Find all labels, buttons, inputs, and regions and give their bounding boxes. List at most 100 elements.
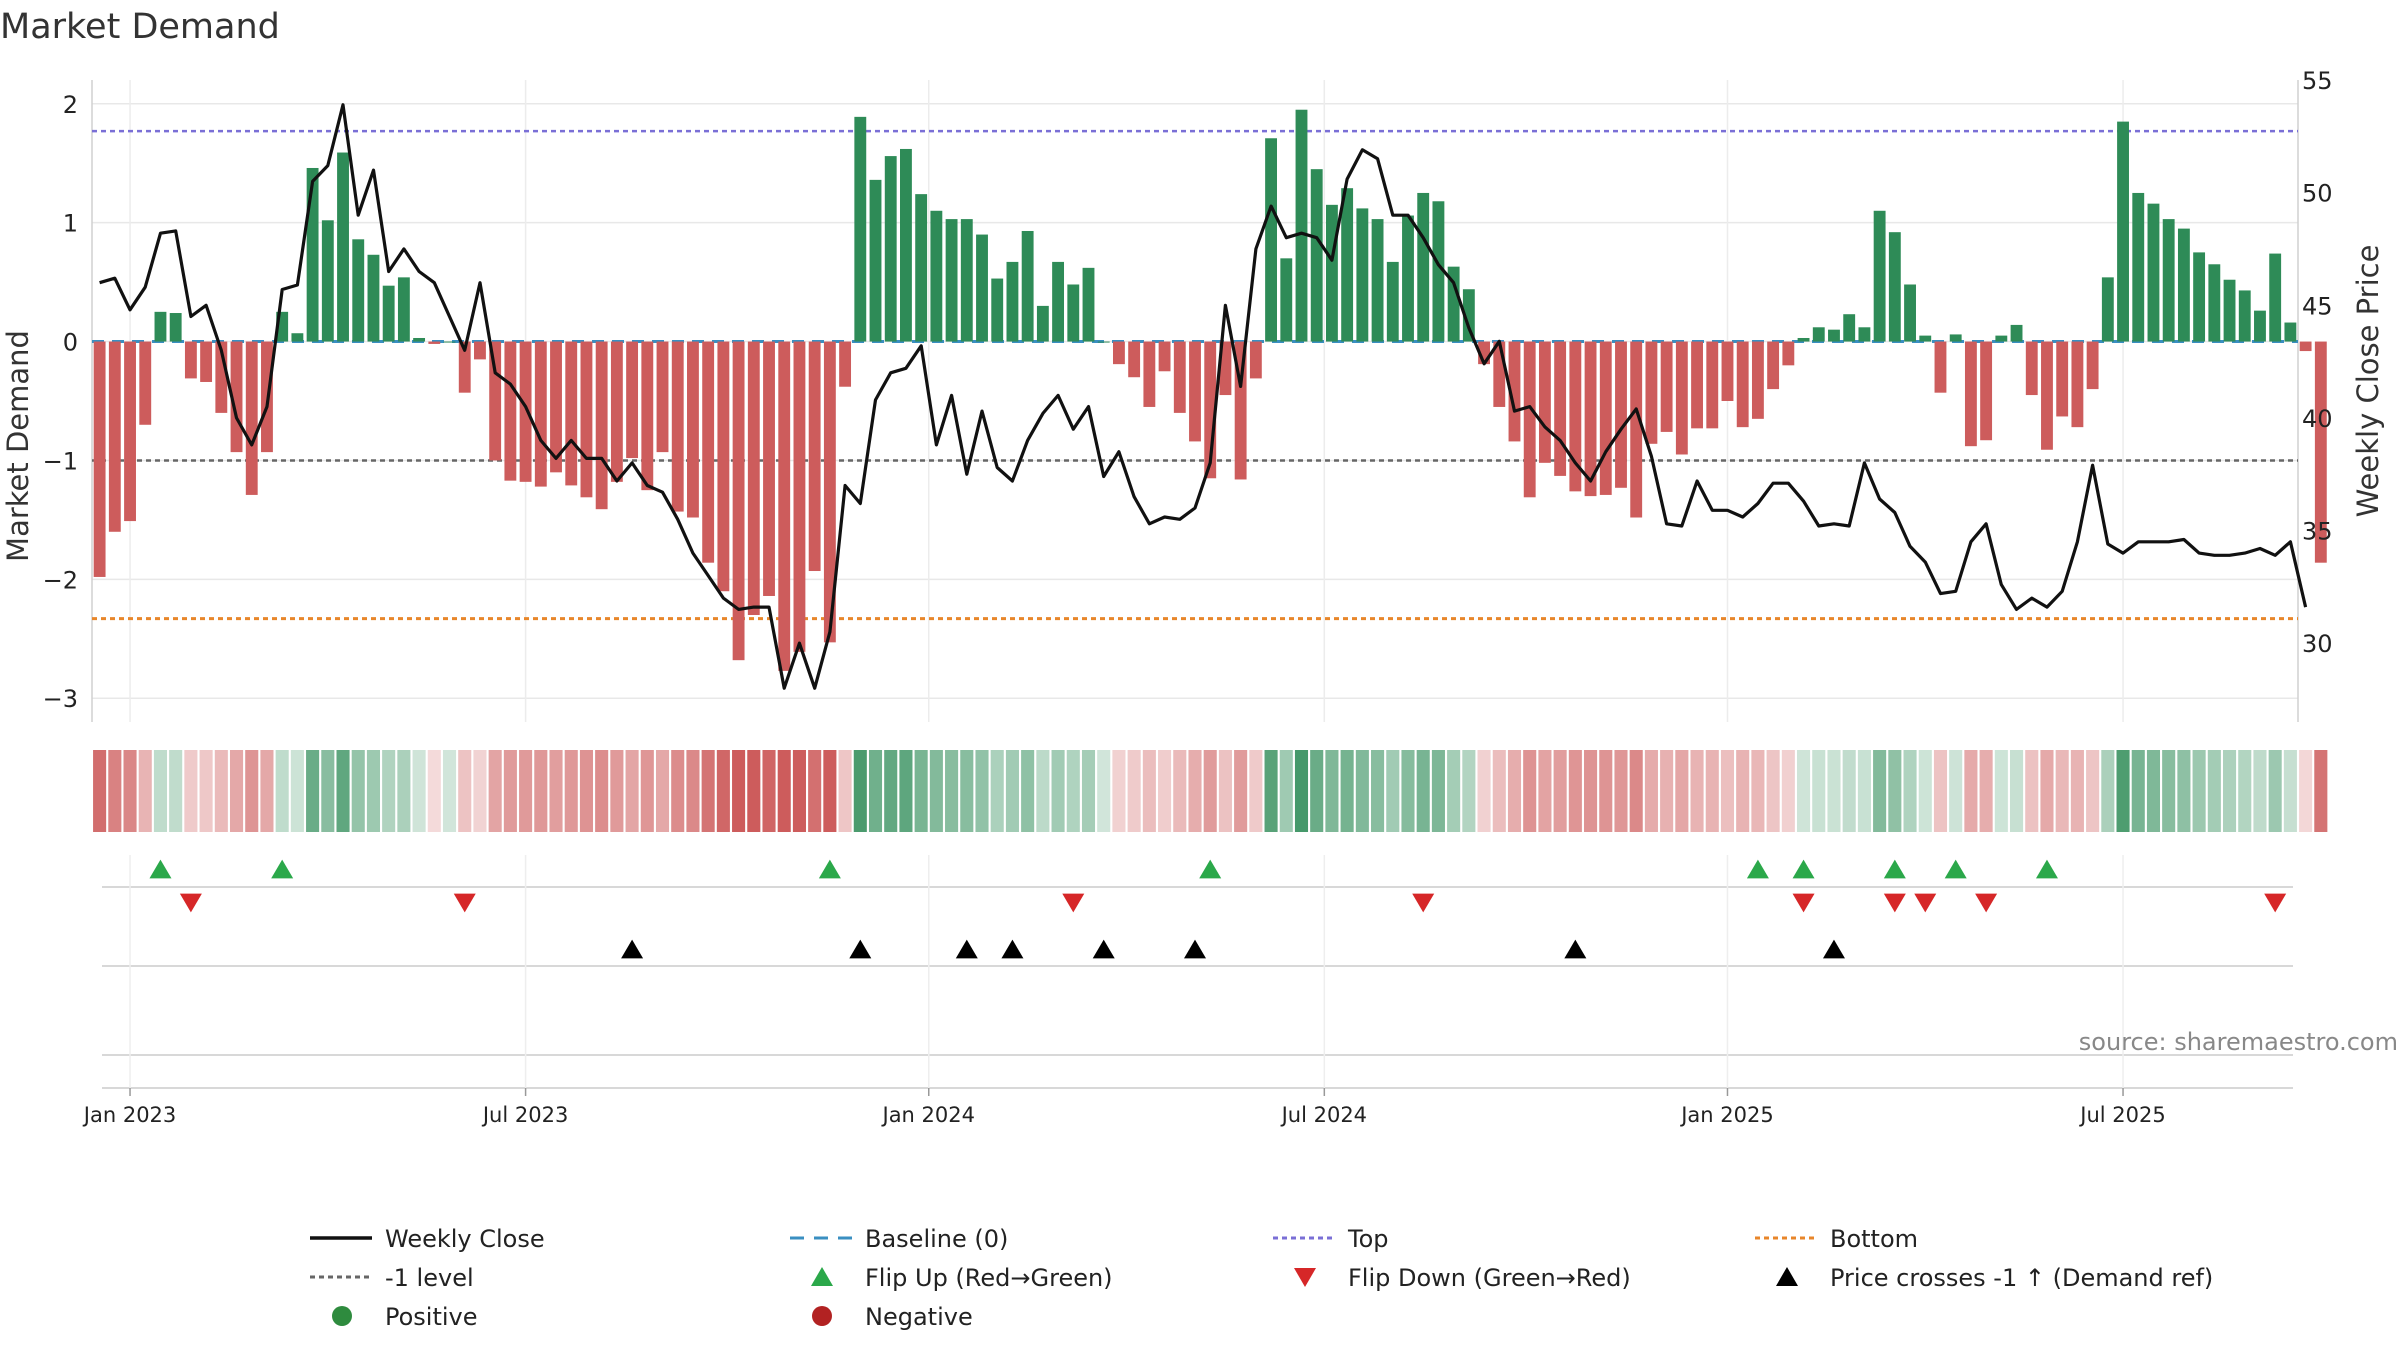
demand-bar xyxy=(1082,267,1095,342)
demand-bar xyxy=(1356,208,1369,342)
heat-cell xyxy=(412,750,426,832)
heat-cell xyxy=(1066,750,1080,832)
price-cross-marker xyxy=(1564,939,1587,959)
demand-bar xyxy=(1432,201,1445,342)
demand-bar xyxy=(2269,253,2282,342)
heat-cell xyxy=(2222,750,2237,832)
demand-bar xyxy=(245,341,258,495)
left-tick-label: −3 xyxy=(43,685,78,713)
heat-cell xyxy=(1097,750,1111,832)
demand-bar xyxy=(1904,284,1916,342)
heat-cell xyxy=(1994,750,2008,832)
heat-cell xyxy=(1873,750,1887,832)
heat-cell xyxy=(2131,750,2145,832)
demand-bar xyxy=(763,341,775,596)
heat-cell xyxy=(1553,750,1567,832)
demand-bar xyxy=(1934,341,1947,393)
weekly-close-polyline xyxy=(99,103,2308,690)
heat-cell xyxy=(1112,750,1126,832)
demand-bar xyxy=(610,341,623,482)
demand-bar xyxy=(1767,341,1780,390)
demand-bar xyxy=(1386,261,1399,342)
demand-bar xyxy=(1615,341,1627,488)
legend-swatch-circle xyxy=(332,1306,352,1326)
x-tick-label: Jul 2025 xyxy=(2078,1103,2165,1127)
heat-cell xyxy=(108,750,122,832)
heat-cell xyxy=(473,750,487,832)
demand-bar xyxy=(1234,341,1247,480)
heat-cell xyxy=(351,750,365,832)
heat-cell xyxy=(1888,750,1902,832)
flip-down-marker xyxy=(1412,893,1435,913)
demand-bar xyxy=(839,341,852,387)
demand-bar xyxy=(2010,324,2023,342)
heat-cell xyxy=(1005,750,1019,832)
demand-bar xyxy=(534,341,547,487)
legend-swatch-triangle-up xyxy=(811,1267,833,1286)
heat-cell xyxy=(1644,750,1658,832)
heat-cell xyxy=(184,750,198,832)
source-label: source: sharemaestro.com xyxy=(2079,1028,2398,1056)
heat-cell xyxy=(1492,750,1506,832)
heat-cell xyxy=(534,750,548,832)
weekly-close-line xyxy=(99,103,2308,690)
heat-cell xyxy=(1386,750,1400,832)
demand-bar xyxy=(1980,341,1993,441)
demand-bar xyxy=(1006,261,1019,342)
demand-bar xyxy=(1569,341,1582,492)
demand-bar xyxy=(291,333,304,342)
heat-cell xyxy=(1218,750,1232,832)
legend-label: Top xyxy=(1347,1225,1389,1253)
heat-cell xyxy=(1325,750,1339,832)
demand-bar xyxy=(2238,290,2251,342)
flip-up-marker xyxy=(149,859,172,879)
heat-cell xyxy=(1416,750,1430,832)
heat-cell xyxy=(1523,750,1537,832)
demand-bar xyxy=(2101,277,2114,342)
price-cross-marker xyxy=(1092,939,1115,959)
flip-down-marker xyxy=(1883,893,1906,913)
demand-bar xyxy=(1478,341,1490,365)
left-tick-label: −2 xyxy=(43,566,78,594)
legend-label: Positive xyxy=(385,1303,478,1331)
heat-cell xyxy=(1538,750,1552,832)
demand-bar xyxy=(2041,341,2053,450)
flip-up-marker xyxy=(1792,859,1815,879)
demand-bar xyxy=(2299,341,2312,352)
heat-cell xyxy=(777,750,791,832)
heat-cell xyxy=(2116,750,2130,832)
heat-cell xyxy=(792,750,806,832)
flip-up-marker xyxy=(1199,859,1222,879)
heat-cell xyxy=(199,750,213,832)
heat-cell xyxy=(1690,750,1704,832)
demand-bar xyxy=(1265,138,1278,342)
heat-cell xyxy=(929,750,943,832)
demand-bar xyxy=(306,167,319,342)
demand-bar xyxy=(747,341,760,615)
demand-bar xyxy=(823,341,836,643)
heat-cell xyxy=(1675,750,1689,832)
demand-bar xyxy=(869,179,882,342)
heat-cell xyxy=(2025,750,2039,832)
demand-bar xyxy=(2071,341,2084,428)
heat-cell xyxy=(701,750,715,832)
x-tick-label: Jan 2025 xyxy=(1679,1103,1774,1127)
heat-cell xyxy=(1401,750,1415,832)
demand-bar xyxy=(230,341,243,453)
legend: Weekly Close -1 level Positive Baseline (0)… xyxy=(310,1225,2213,1331)
demand-bar xyxy=(1295,109,1308,342)
demand-bar xyxy=(1843,314,1856,342)
demand-bar xyxy=(1751,341,1764,419)
heat-cell xyxy=(549,750,563,832)
demand-bar xyxy=(793,341,806,652)
heat-cell xyxy=(2253,750,2267,832)
demand-bar xyxy=(1873,210,1886,342)
heat-cell xyxy=(579,750,593,832)
heat-cell xyxy=(397,750,411,832)
demand-bar xyxy=(1417,192,1430,342)
demand-bar xyxy=(1736,341,1749,428)
demand-bar xyxy=(1371,219,1384,342)
demand-bar xyxy=(2284,322,2297,342)
demand-bar xyxy=(2056,341,2069,417)
